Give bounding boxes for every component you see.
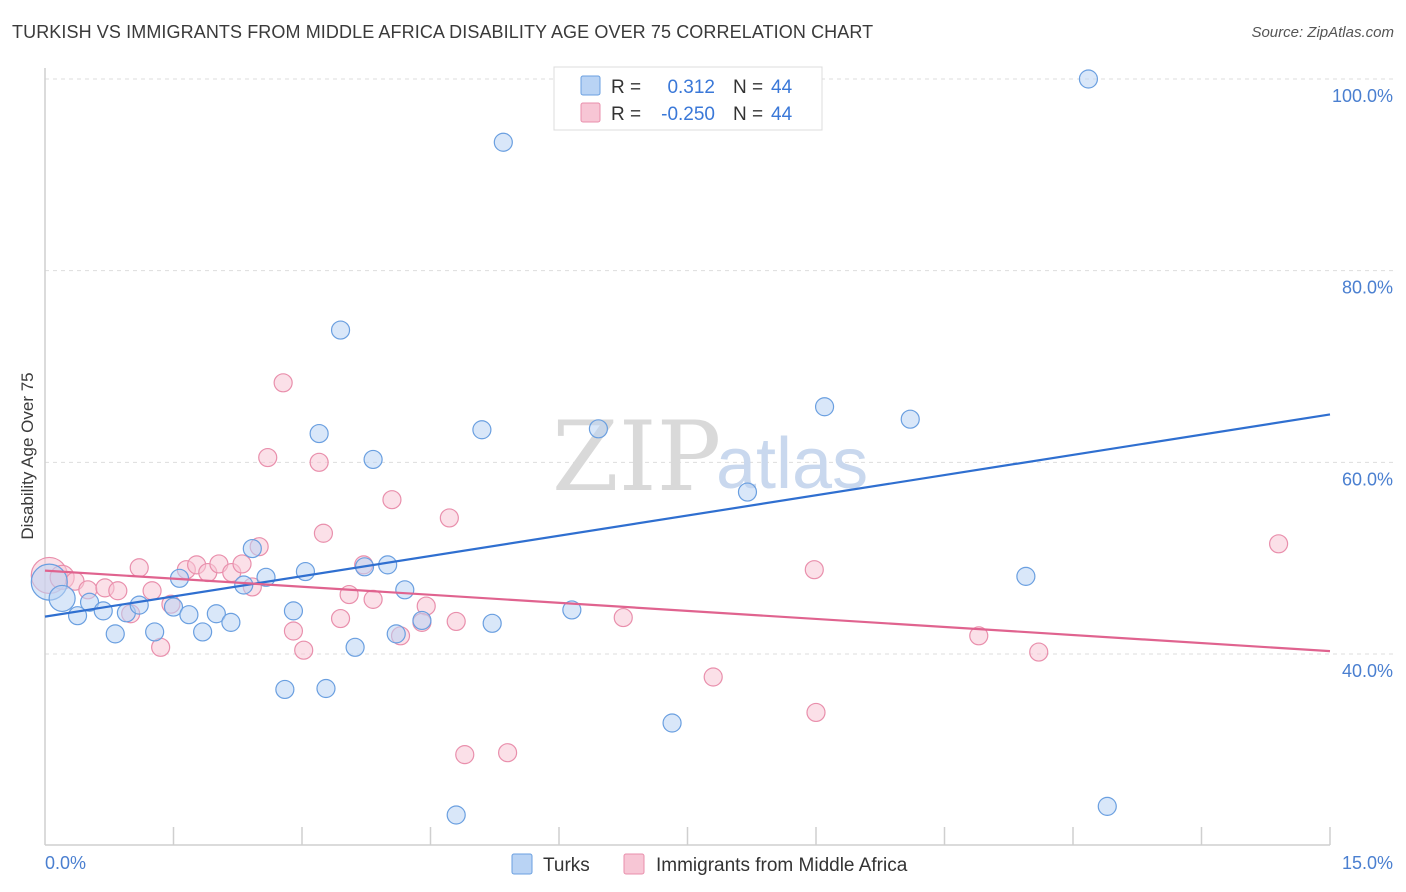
watermark: ZIP atlas [552,401,868,513]
legend-swatch-turks [580,75,601,96]
legend-n-label-2: N = [733,104,763,125]
turks-point [412,610,432,631]
africa-point [806,702,826,723]
turks-point [662,713,682,733]
turks-point [163,597,184,617]
africa-point [1029,642,1049,662]
legend-swatch-africa [580,102,601,123]
legend-r-label-2: R = [611,104,641,125]
africa-point [382,490,402,510]
africa-point [258,447,278,468]
africa-point [703,667,723,687]
turks-point [330,320,351,340]
series-legend: Turks Immigrants from Middle Africa [511,853,908,876]
turks-point [378,555,398,575]
africa-point [613,607,633,628]
africa-point [313,523,334,543]
turks-point [316,678,336,699]
africa-point [294,640,314,660]
africa-point [804,560,824,580]
bottom-legend-swatch-africa [623,853,645,875]
bottom-legend-label-turks: Turks [543,855,590,876]
turks-point [363,449,383,470]
legend-r-value-1: 0.312 [667,77,715,98]
x-axis-ticks [172,827,1331,845]
africa-point [498,743,518,763]
turks-point [1016,566,1036,586]
turks-point [179,605,199,625]
turks-point [482,613,502,633]
source-label: Source: ZipAtlas.com [1251,24,1394,41]
africa-point [330,608,351,629]
turks-point [1078,69,1099,89]
legend-r-value-2: -0.250 [661,104,715,125]
turks-point [105,624,125,644]
y-axis-tick-labels: 40.0% 60.0% 80.0% 100.0% [1332,86,1393,681]
y-axis-label: Disability Age Over 75 [18,372,37,539]
africa-point [455,745,475,765]
x-tick-label-min: 0.0% [45,853,86,873]
turks-point [283,601,304,621]
turks-point [93,601,113,621]
legend-n-value-1: 44 [771,77,793,98]
turks-point [562,600,582,620]
turks-point [48,584,76,613]
africa-point [1268,534,1289,554]
turks-point [193,622,213,642]
legend-r-label-1: R = [611,77,641,98]
turks-trend-line [44,413,1331,618]
africa-point [283,621,304,641]
africa-point [142,581,162,601]
turks-point [493,132,513,152]
trend-lines [44,413,1331,653]
turks-point [275,679,295,700]
y-tick-label: 100.0% [1332,86,1393,106]
turks-point [129,595,149,615]
africa-point [363,589,383,609]
turks-point [309,423,329,444]
turks-point [446,805,466,825]
turks-point [395,580,415,600]
turks-point [221,612,241,632]
y-tick-label: 60.0% [1342,469,1393,489]
africa-point [446,611,466,632]
africa-point [232,554,252,574]
correlation-legend: R = 0.312 N = 44 R = -0.250 N = 44 [553,66,823,131]
africa-trend-line [44,569,1331,653]
africa-point [439,508,459,528]
turks-point [295,561,316,582]
turks-point [737,482,758,502]
chart-title: TURKISH VS IMMIGRANTS FROM MIDDLE AFRICA… [12,22,874,42]
legend-n-label-1: N = [733,77,763,98]
bottom-legend-swatch-turks [511,853,533,875]
turks-point [472,420,492,440]
africa-point [129,558,149,578]
africa-point [309,452,329,472]
legend-n-value-2: 44 [771,104,793,125]
africa-point [108,581,128,601]
turks-point [814,397,835,417]
turks-point [206,604,226,624]
bottom-legend-label-africa: Immigrants from Middle Africa [656,855,908,876]
watermark-zip: ZIP [552,401,721,513]
x-tick-label-max: 15.0% [1342,853,1393,873]
turks-point [242,538,262,559]
turks-point [145,622,165,642]
series-turks-points [30,69,1117,825]
turks-point [900,409,920,429]
africa-point [969,626,989,646]
turks-point [1097,796,1117,816]
africa-point [273,373,293,393]
turks-point [79,592,100,612]
turks-point [386,624,406,644]
y-tick-label: 80.0% [1342,278,1393,298]
turks-point [345,637,365,657]
turks-point [588,419,609,439]
y-tick-label: 40.0% [1342,661,1393,681]
